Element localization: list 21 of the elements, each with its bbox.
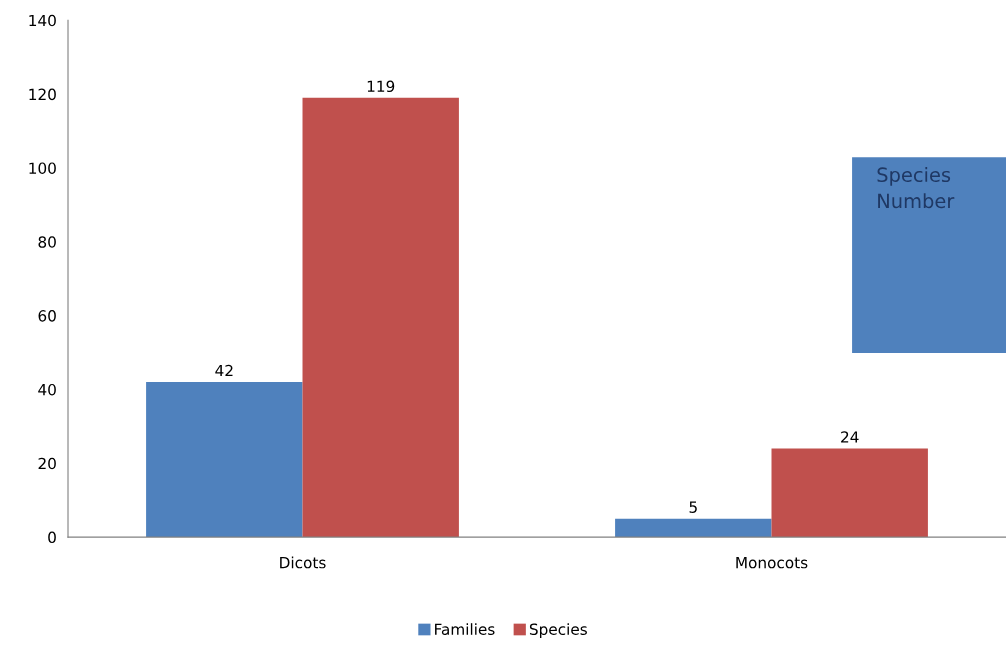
- data-label: 119: [367, 80, 395, 93]
- bar: [615, 518, 772, 538]
- data-label: 5: [689, 501, 697, 513]
- y-tick-label: 100: [29, 162, 56, 174]
- data-label: 24: [841, 431, 859, 443]
- y-tick-label: 120: [29, 88, 56, 101]
- y-tick-label: 60: [38, 310, 56, 322]
- y-tick-label: 0: [48, 531, 56, 544]
- y-tick-label: 20: [38, 457, 56, 470]
- x-tick-label: Dicots: [280, 556, 326, 569]
- data-label: 42: [215, 364, 233, 377]
- legend-label: Species: [529, 623, 587, 638]
- y-tick-label: 80: [38, 236, 56, 248]
- bar: [771, 448, 928, 538]
- bar: [302, 97, 459, 538]
- y-tick-label: 140: [29, 14, 56, 27]
- x-tick-label: Monocots: [736, 557, 808, 569]
- bar: [146, 382, 303, 538]
- y-tick-label: 40: [38, 383, 56, 396]
- legend-label: Families: [435, 623, 495, 636]
- annotation: Species Number: [877, 167, 955, 209]
